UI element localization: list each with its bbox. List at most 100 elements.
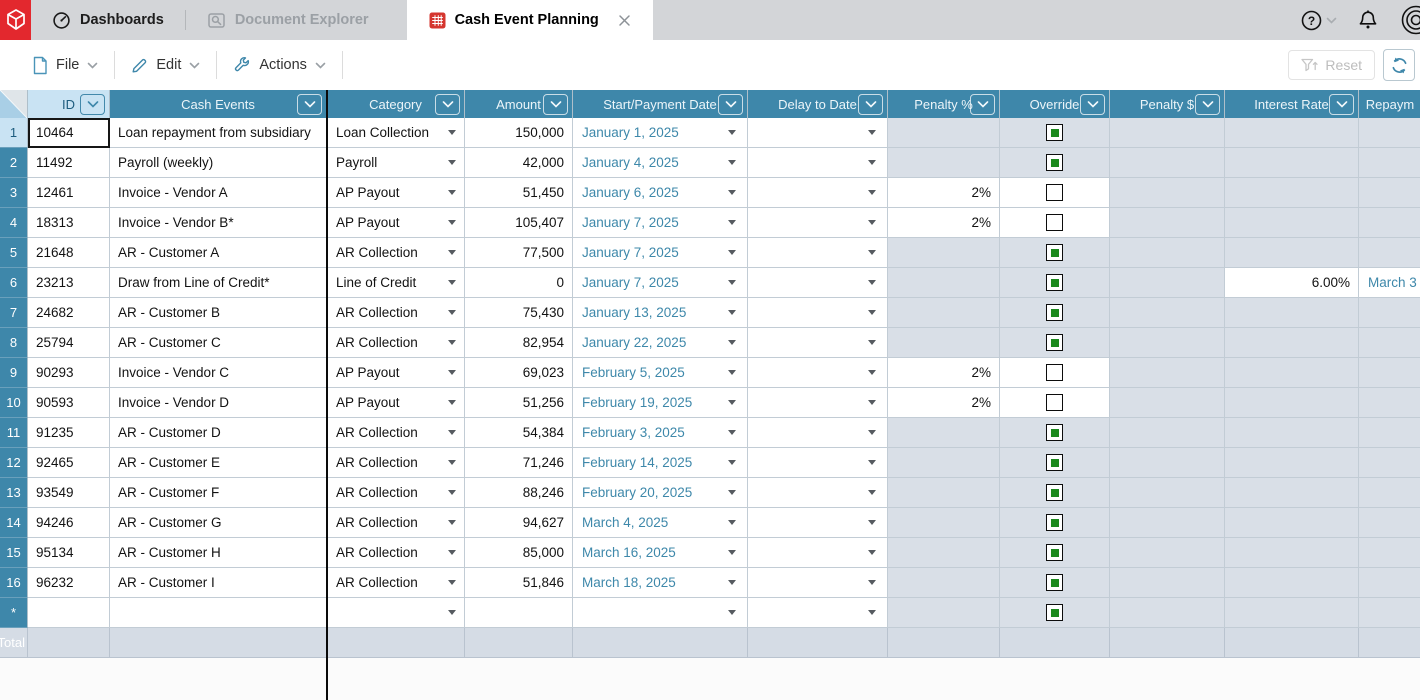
cell-start-payment-date[interactable]: [573, 628, 748, 658]
cell-category[interactable]: AR Collection: [327, 418, 465, 448]
cell-cash-event[interactable]: AR - Customer A: [110, 238, 327, 268]
column-menu-button[interactable]: [1195, 94, 1220, 115]
tab-cash-event-planning[interactable]: Cash Event Planning: [406, 0, 653, 40]
cell-override[interactable]: [1000, 298, 1110, 328]
cell-interest-rate[interactable]: 6.00%: [1225, 268, 1359, 298]
cell-id[interactable]: 25794: [28, 328, 110, 358]
cell-delay-to-date[interactable]: [748, 628, 888, 658]
cell-amount[interactable]: 82,954: [465, 328, 573, 358]
column-header-id[interactable]: ID: [28, 90, 110, 118]
column-menu-button[interactable]: [297, 94, 322, 115]
cell-amount[interactable]: 51,450: [465, 178, 573, 208]
cell-category[interactable]: AR Collection: [327, 568, 465, 598]
cell-start-payment-date[interactable]: January 13, 2025: [573, 298, 748, 328]
cell-id[interactable]: 91235: [28, 418, 110, 448]
cell-cash-event[interactable]: Invoice - Vendor B*: [110, 208, 327, 238]
cell-cash-event[interactable]: AR - Customer F: [110, 478, 327, 508]
cell-repayment[interactable]: March 3: [1359, 268, 1420, 298]
cell-override[interactable]: [1000, 268, 1110, 298]
reset-button[interactable]: Reset: [1288, 50, 1375, 80]
cell-id[interactable]: 90593: [28, 388, 110, 418]
row-number[interactable]: 3: [0, 178, 28, 208]
cell-override[interactable]: [1000, 238, 1110, 268]
row-number[interactable]: 10: [0, 388, 28, 418]
column-header-rep[interactable]: Repaym: [1359, 90, 1420, 118]
cell-start-payment-date[interactable]: March 4, 2025: [573, 508, 748, 538]
cell-delay-to-date[interactable]: [748, 298, 888, 328]
cell-delay-to-date[interactable]: [748, 568, 888, 598]
cell-override[interactable]: [1000, 508, 1110, 538]
cell-penalty-percent[interactable]: 2%: [888, 178, 1000, 208]
cell-category[interactable]: AP Payout: [327, 208, 465, 238]
column-menu-button[interactable]: [858, 94, 883, 115]
cell-amount[interactable]: 51,846: [465, 568, 573, 598]
row-number[interactable]: 5: [0, 238, 28, 268]
row-number[interactable]: 1: [0, 118, 28, 148]
cell-cash-event[interactable]: Payroll (weekly): [110, 148, 327, 178]
cell-start-payment-date[interactable]: January 1, 2025: [573, 118, 748, 148]
cell-start-payment-date[interactable]: February 3, 2025: [573, 418, 748, 448]
cell-delay-to-date[interactable]: [748, 358, 888, 388]
cell-override[interactable]: [1000, 358, 1110, 388]
cell-penalty-percent[interactable]: 2%: [888, 388, 1000, 418]
frozen-pane-divider[interactable]: [326, 90, 328, 700]
cell-override[interactable]: [1000, 208, 1110, 238]
cell-override[interactable]: [1000, 598, 1110, 628]
actions-menu[interactable]: Actions: [217, 56, 342, 74]
column-header-date[interactable]: Start/Payment Date: [573, 90, 748, 118]
override-checkbox[interactable]: [1046, 394, 1063, 411]
cell-amount[interactable]: 85,000: [465, 538, 573, 568]
cell-cash-event[interactable]: Loan repayment from subsidiary: [110, 118, 327, 148]
cell-category[interactable]: AR Collection: [327, 238, 465, 268]
cell-delay-to-date[interactable]: [748, 508, 888, 538]
cell-id[interactable]: 96232: [28, 568, 110, 598]
cell-cash-event[interactable]: AR - Customer D: [110, 418, 327, 448]
override-checkbox[interactable]: [1046, 184, 1063, 201]
cell-override[interactable]: [1000, 148, 1110, 178]
cell-delay-to-date[interactable]: [748, 118, 888, 148]
cell-amount[interactable]: 0: [465, 268, 573, 298]
cell-amount[interactable]: 77,500: [465, 238, 573, 268]
cell-cash-event[interactable]: AR - Customer B: [110, 298, 327, 328]
cell-category[interactable]: AP Payout: [327, 388, 465, 418]
cell-id[interactable]: 92465: [28, 448, 110, 478]
cell-id[interactable]: 10464: [28, 118, 110, 148]
cell-id[interactable]: 11492: [28, 148, 110, 178]
cell-start-payment-date[interactable]: March 18, 2025: [573, 568, 748, 598]
cell-id[interactable]: 94246: [28, 508, 110, 538]
cell-id[interactable]: [28, 598, 110, 628]
override-checkbox[interactable]: [1046, 364, 1063, 381]
cell-delay-to-date[interactable]: [748, 418, 888, 448]
cell-amount[interactable]: 54,384: [465, 418, 573, 448]
column-header-event[interactable]: Cash Events: [110, 90, 327, 118]
cell-category[interactable]: AP Payout: [327, 178, 465, 208]
cell-delay-to-date[interactable]: [748, 208, 888, 238]
cell-category[interactable]: [327, 628, 465, 658]
cell-cash-event[interactable]: AR - Customer C: [110, 328, 327, 358]
cell-start-payment-date[interactable]: January 6, 2025: [573, 178, 748, 208]
cell-category[interactable]: AR Collection: [327, 478, 465, 508]
cell-amount[interactable]: 150,000: [465, 118, 573, 148]
column-header-amount[interactable]: Amount: [465, 90, 573, 118]
cell-category[interactable]: [327, 598, 465, 628]
tab-dashboards[interactable]: Dashboards: [31, 0, 185, 40]
cell-delay-to-date[interactable]: [748, 478, 888, 508]
cell-id[interactable]: 90293: [28, 358, 110, 388]
cell-delay-to-date[interactable]: [748, 148, 888, 178]
cell-override[interactable]: [1000, 178, 1110, 208]
cell-id[interactable]: 18313: [28, 208, 110, 238]
cell-category[interactable]: AR Collection: [327, 538, 465, 568]
cell-category[interactable]: Loan Collection: [327, 118, 465, 148]
column-menu-button[interactable]: [970, 94, 995, 115]
cell-delay-to-date[interactable]: [748, 598, 888, 628]
cell-override[interactable]: [1000, 388, 1110, 418]
file-menu[interactable]: File: [16, 56, 114, 75]
row-number[interactable]: *: [0, 598, 28, 628]
cell-amount[interactable]: 71,246: [465, 448, 573, 478]
cell-delay-to-date[interactable]: [748, 448, 888, 478]
cell-override[interactable]: [1000, 418, 1110, 448]
override-checkbox[interactable]: [1046, 214, 1063, 231]
row-number[interactable]: 16: [0, 568, 28, 598]
row-number[interactable]: 12: [0, 448, 28, 478]
column-menu-button[interactable]: [80, 94, 105, 115]
